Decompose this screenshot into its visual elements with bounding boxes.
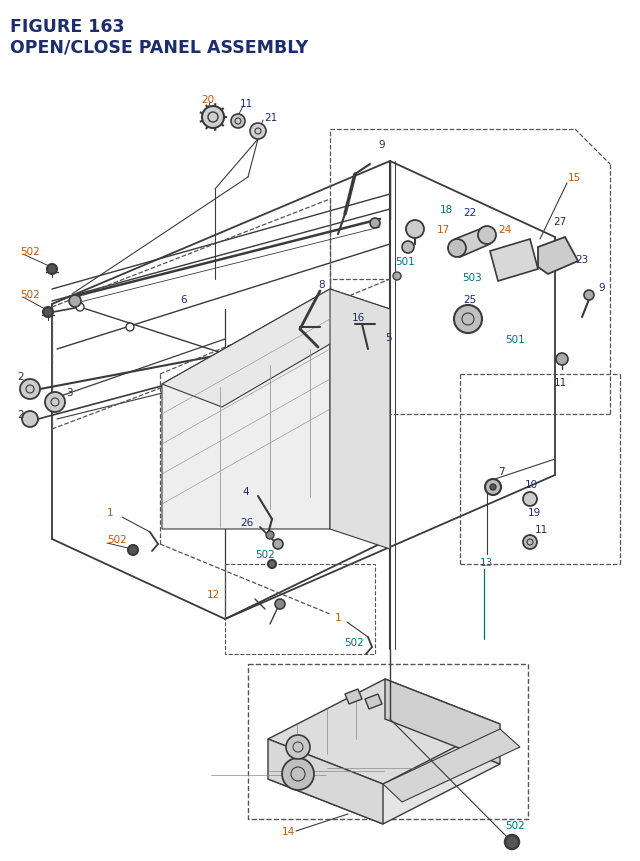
Text: 502: 502 [255, 549, 275, 560]
Bar [225, 564, 375, 654]
Text: 1: 1 [335, 612, 342, 623]
Circle shape [69, 295, 81, 307]
Circle shape [275, 599, 285, 610]
Text: 15: 15 [568, 173, 581, 183]
Text: 7: 7 [498, 467, 504, 476]
Text: 501: 501 [505, 335, 525, 344]
Circle shape [76, 304, 84, 312]
Circle shape [393, 273, 401, 281]
Polygon shape [490, 239, 538, 282]
Circle shape [402, 242, 414, 254]
Circle shape [286, 735, 310, 759]
Polygon shape [268, 719, 500, 824]
Circle shape [556, 354, 568, 366]
Text: 18: 18 [440, 205, 453, 214]
Circle shape [454, 306, 482, 333]
Circle shape [202, 107, 224, 129]
Text: 24: 24 [498, 225, 511, 235]
Circle shape [282, 759, 314, 790]
Polygon shape [268, 679, 500, 784]
Text: 20: 20 [201, 95, 214, 105]
Text: OPEN/CLOSE PANEL ASSEMBLY: OPEN/CLOSE PANEL ASSEMBLY [10, 38, 308, 56]
Text: 19: 19 [528, 507, 541, 517]
Text: 17: 17 [437, 225, 451, 235]
Text: 14: 14 [282, 826, 295, 836]
Text: 25: 25 [463, 294, 476, 305]
Polygon shape [365, 694, 382, 709]
Circle shape [505, 835, 519, 849]
Text: 16: 16 [352, 313, 365, 323]
Circle shape [20, 380, 40, 400]
Text: 11: 11 [554, 378, 567, 387]
Text: 502: 502 [344, 637, 364, 647]
Text: 27: 27 [553, 217, 566, 226]
Text: 22: 22 [463, 208, 476, 218]
Circle shape [266, 531, 274, 539]
Text: 502: 502 [20, 247, 40, 257]
Polygon shape [385, 679, 500, 764]
Text: 6: 6 [180, 294, 187, 305]
Polygon shape [345, 689, 362, 704]
Circle shape [126, 324, 134, 331]
Text: 9: 9 [598, 282, 605, 293]
Text: 12: 12 [207, 589, 220, 599]
Text: 1: 1 [107, 507, 114, 517]
Text: 26: 26 [240, 517, 253, 528]
Circle shape [490, 485, 496, 491]
Circle shape [273, 539, 283, 549]
Circle shape [268, 561, 276, 568]
Text: FIGURE 163: FIGURE 163 [10, 18, 125, 36]
Text: 23: 23 [575, 255, 588, 264]
Text: 8: 8 [318, 280, 324, 289]
Text: 502: 502 [20, 289, 40, 300]
Circle shape [523, 536, 537, 549]
Text: 3: 3 [66, 387, 72, 398]
Polygon shape [162, 289, 390, 407]
Polygon shape [455, 228, 490, 257]
Circle shape [370, 219, 380, 229]
Text: 21: 21 [264, 113, 277, 123]
Circle shape [47, 264, 57, 275]
Text: 502: 502 [107, 535, 127, 544]
Text: 4: 4 [242, 486, 248, 497]
Text: 2: 2 [17, 410, 24, 419]
Polygon shape [162, 289, 330, 530]
Text: 2: 2 [17, 372, 24, 381]
Text: 501: 501 [395, 257, 415, 267]
Circle shape [584, 291, 594, 300]
Bar [248, 664, 528, 819]
Circle shape [22, 412, 38, 428]
Circle shape [250, 124, 266, 139]
Text: 13: 13 [480, 557, 493, 567]
Text: 9: 9 [378, 139, 385, 150]
Polygon shape [268, 739, 383, 824]
Circle shape [448, 239, 466, 257]
Circle shape [485, 480, 501, 495]
Circle shape [128, 545, 138, 555]
Text: 5: 5 [385, 332, 392, 343]
Circle shape [231, 115, 245, 129]
Text: 10: 10 [525, 480, 538, 489]
Text: 11: 11 [240, 99, 253, 108]
Circle shape [43, 307, 53, 318]
Circle shape [45, 393, 65, 412]
Polygon shape [330, 289, 390, 549]
Circle shape [478, 226, 496, 245]
Circle shape [523, 492, 537, 506]
Circle shape [406, 220, 424, 238]
Text: 11: 11 [535, 524, 548, 535]
Polygon shape [538, 238, 578, 275]
Text: 503: 503 [462, 273, 482, 282]
Polygon shape [383, 729, 520, 802]
Text: 502: 502 [505, 820, 525, 830]
